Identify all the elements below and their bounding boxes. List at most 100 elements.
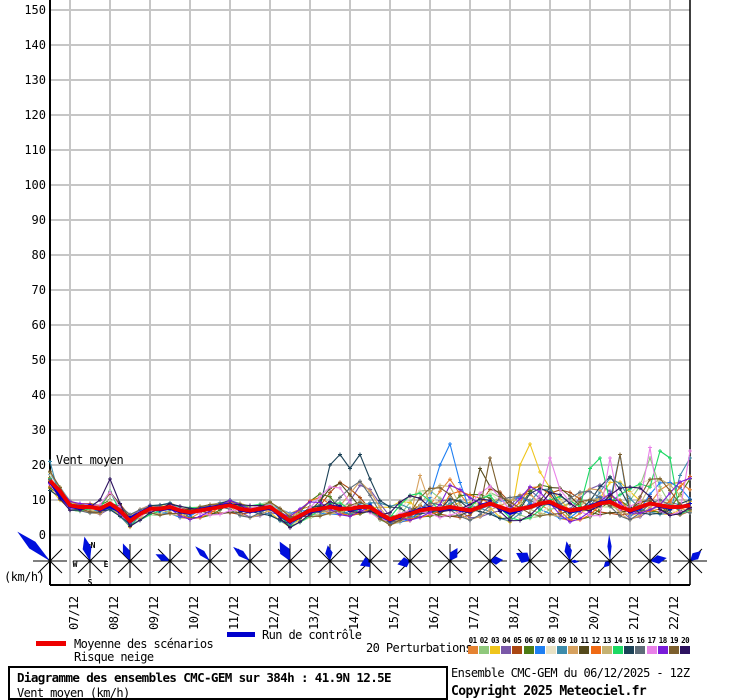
run-info: Ensemble CMC-GEM du 06/12/2025 - 12Z	[451, 666, 690, 680]
y-tick-label: 40	[32, 388, 46, 402]
wind-direction-petal	[570, 559, 579, 564]
wind-rose-center	[88, 559, 92, 563]
perturbation-number: 09	[558, 636, 567, 645]
perturbation-legend-item: 15	[624, 637, 635, 654]
perturbation-color-swatch	[624, 646, 635, 654]
ensemble-chart: 0 10 20 30 40 50 60 70 80 90 100 110 120 130 140 150 07/…	[4, 0, 707, 630]
perturbation-number: 08	[546, 636, 556, 645]
snow-risk-label: Risque neige	[74, 650, 154, 664]
perturbation-legend-item: 12	[590, 637, 601, 654]
wind-rose-center	[408, 559, 412, 563]
perturbation-number: 10	[569, 636, 578, 645]
wind-rose-center	[288, 559, 292, 563]
wind-direction-petal	[603, 561, 610, 568]
control-run-swatch	[227, 632, 255, 637]
x-date-label: 19/12	[547, 596, 561, 630]
x-date-label: 17/12	[467, 596, 481, 630]
x-date-label: 07/12	[67, 596, 81, 630]
perturbation-number: 17	[647, 636, 657, 645]
y-tick-label: 120	[24, 108, 46, 122]
wind-rose-center	[248, 559, 252, 563]
wind-direction-petal	[17, 531, 50, 561]
perturbation-number: 06	[524, 636, 534, 645]
perturbation-legend-item: 09	[557, 637, 568, 654]
wind-rose-center	[368, 559, 372, 563]
perturbation-color-swatch	[601, 646, 612, 654]
wind-rose-center	[688, 559, 692, 563]
diagram-info-box: Diagramme des ensembles CMC-GEM sur 384h…	[8, 666, 448, 700]
perturbation-color-swatch	[613, 646, 624, 654]
perturbation-number: 20	[681, 636, 690, 645]
perturbation-line-03	[49, 443, 691, 528]
perturbation-number: 11	[580, 636, 589, 645]
perturbation-color-swatch	[501, 646, 512, 654]
perturbation-legend-item: 16	[635, 637, 646, 654]
wind-direction-petal	[360, 557, 370, 567]
perturbation-color-swatch	[568, 646, 579, 654]
perturbation-color-swatch	[545, 646, 556, 654]
perturbation-legend-item: 01	[467, 637, 478, 654]
perturbation-color-swatch	[579, 646, 590, 654]
perturbation-color-swatch	[512, 646, 523, 654]
perturbation-color-swatch	[557, 646, 568, 654]
perturbation-number: 04	[502, 636, 511, 645]
perturbation-color-swatch	[668, 646, 679, 654]
wind-rose-center	[568, 559, 572, 563]
perturbation-number: 13	[602, 636, 612, 645]
control-run-label: Run de contrôle	[262, 628, 362, 642]
perturbation-legend-item: 08	[545, 637, 556, 654]
wind-rose-center	[208, 559, 212, 563]
wind-direction-petal	[490, 556, 503, 565]
perturbation-number: 02	[479, 636, 489, 645]
wind-rose-center	[488, 559, 492, 563]
wind-rose-center	[48, 559, 52, 563]
perturbation-color-swatch	[590, 646, 601, 654]
perturbation-color-swatch	[489, 646, 500, 654]
wind-direction-petal	[607, 534, 612, 561]
perturbation-color-swatch	[680, 646, 691, 654]
perturbation-legend-item: 07	[534, 637, 545, 654]
wind-direction-petal	[449, 548, 458, 561]
y-tick-label: 90	[32, 213, 46, 227]
y-tick-label: 140	[24, 38, 46, 52]
y-tick-label: 130	[24, 73, 46, 87]
y-tick-label: 60	[32, 318, 46, 332]
x-date-label: 10/12	[187, 596, 201, 630]
compass-e: E	[104, 560, 109, 569]
compass-s: S	[88, 578, 93, 587]
y-tick-label: 150	[24, 3, 46, 17]
x-date-label: 14/12	[347, 596, 361, 630]
y-tick-label: 30	[32, 423, 46, 437]
perturbation-legend-item: 17	[646, 637, 657, 654]
compass-n: N	[91, 541, 96, 550]
diagram-subtitle: Vent moyen (km/h)	[17, 686, 130, 700]
wind-direction-petal	[82, 536, 92, 561]
perturbation-legend-item: 13	[601, 637, 612, 654]
perturbation-legend-item: 03	[489, 637, 500, 654]
y-tick-label: 80	[32, 248, 46, 262]
y-tick-label: 50	[32, 353, 46, 367]
x-date-label: 12/12	[267, 596, 281, 630]
y-tick-label: 70	[32, 283, 46, 297]
wind-rose-center	[528, 559, 532, 563]
perturbation-color-swatch	[534, 646, 545, 654]
wind-rose-center	[328, 559, 332, 563]
perturbation-number: 16	[636, 636, 645, 645]
perturbation-legend-item: 19	[668, 637, 679, 654]
perturbation-number: 07	[535, 636, 545, 645]
x-date-label: 22/12	[667, 596, 681, 630]
wind-direction-petal	[650, 555, 667, 564]
perturbation-legend-item: 11	[579, 637, 590, 654]
wind-rose-center	[608, 559, 612, 563]
wind-direction-petal	[122, 543, 130, 561]
wind-direction-petal	[325, 545, 333, 561]
perturbation-legend-item: 18	[657, 637, 668, 654]
x-date-label: 21/12	[627, 596, 641, 630]
perturbations-label: 20 Perturbations	[366, 641, 473, 655]
wind-direction-petal	[155, 554, 170, 561]
copyright: Copyright 2025 Meteociel.fr	[451, 684, 647, 699]
perturbation-number: 18	[658, 636, 668, 645]
perturbation-legend-item: 02	[478, 637, 489, 654]
wind-rose-center	[648, 559, 652, 563]
